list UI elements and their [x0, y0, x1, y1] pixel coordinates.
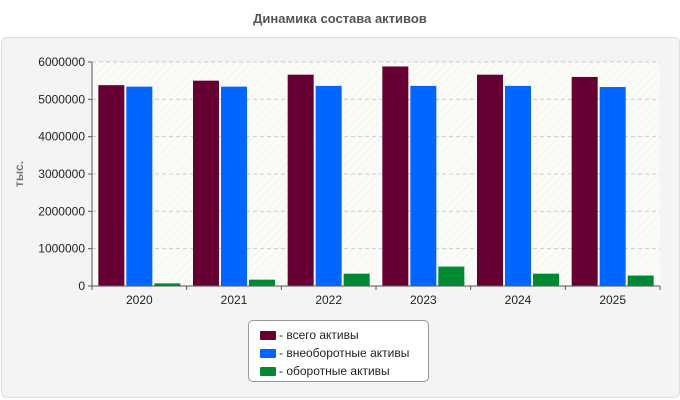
chart-title: Динамика состава активов: [253, 11, 427, 26]
bar-2023-1: [410, 85, 437, 286]
x-tick-label: 2022: [315, 293, 342, 307]
legend-item-total: - всего активы: [260, 326, 428, 344]
chart-legend: - всего активы - внеоборотные активы - о…: [248, 320, 429, 382]
bar-2023-2: [438, 266, 465, 286]
legend-label-total: - всего активы: [279, 328, 359, 342]
legend-label-current: - оборотные активы: [279, 364, 390, 378]
legend-swatch-total: [260, 330, 276, 340]
bar-2025-2: [627, 275, 654, 286]
y-tick-label: 2000000: [38, 204, 85, 218]
x-tick-label: 2025: [599, 293, 626, 307]
x-tick-label: 2021: [221, 293, 248, 307]
bar-2024-2: [533, 273, 559, 286]
bar-2024-0: [477, 74, 503, 287]
y-tick-label: 3000000: [38, 167, 85, 181]
bar-2025-1: [599, 87, 626, 286]
bar-2020-1: [126, 86, 153, 286]
bar-2022-2: [343, 273, 370, 286]
bar-2024-1: [505, 85, 531, 286]
legend-swatch-current: [260, 366, 276, 376]
bar-2022-1: [315, 85, 342, 286]
legend-item-noncurrent: - внеоборотные активы: [260, 344, 428, 362]
y-tick-label: 1000000: [38, 242, 85, 256]
y-tick-label: 0: [78, 279, 85, 293]
bar-2021-0: [193, 80, 219, 287]
y-tick-label: 4000000: [38, 130, 85, 144]
bar-2025-0: [571, 76, 598, 286]
y-axis-label: тыс.: [12, 161, 26, 187]
bar-2021-2: [249, 279, 275, 286]
bar-2021-1: [221, 86, 247, 286]
bar-2023-0: [382, 66, 409, 286]
legend-swatch-noncurrent: [260, 348, 276, 358]
x-tick-label: 2020: [126, 293, 153, 307]
x-tick-label: 2023: [410, 293, 437, 307]
x-tick-label: 2024: [505, 293, 532, 307]
legend-item-current: - оборотные активы: [260, 362, 428, 380]
bar-2022-0: [287, 74, 314, 287]
legend-label-noncurrent: - внеоборотные активы: [279, 346, 410, 360]
y-tick-label: 5000000: [38, 92, 85, 106]
bar-2020-0: [98, 85, 125, 286]
bar-2020-2: [154, 283, 181, 286]
y-tick-label: 6000000: [38, 55, 85, 69]
